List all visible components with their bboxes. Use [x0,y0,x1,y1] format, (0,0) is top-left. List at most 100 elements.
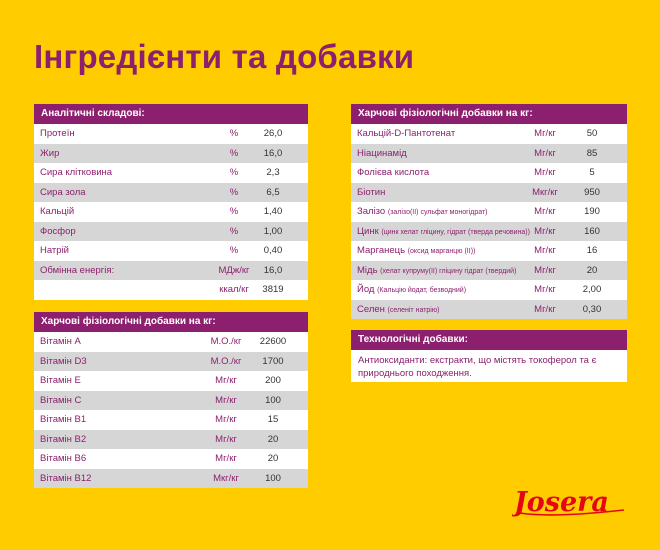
row-value: 85 [586,147,598,159]
table-row: Кальцій% 1,40 [34,202,308,222]
technological-text: Антиоксиданти: екстракти, що містять ток… [358,355,597,379]
table-row: Фолієва кислота Мг/кг 5 [351,163,627,183]
row-name: Марганець (оксид марганцю (II)) [357,241,475,262]
row-name-text: Залізо [357,206,386,217]
row-name: Цинк (цинк хелат гліцину, гідрат (тверда… [357,222,530,243]
row-name: Мідь (хелат купруму(II) гліцину гідрат (… [357,261,516,282]
row-name-text: Вітамін B1 [40,414,87,425]
row-value: 20 [267,433,279,445]
row-value: 1700 [262,355,284,367]
table-row: Ніацинамід Мг/кг 85 [351,143,627,164]
table-row: Вітамін E Мг/кг 200 [34,371,308,391]
josera-logo-graphic: Josera [509,487,625,518]
row-value: 50 [586,128,598,139]
row-unit: % [229,147,239,159]
row-value: 2,00 [582,284,602,295]
row-name-text: Біотин [357,186,386,198]
row-name-text: Вітамін C [40,394,82,406]
table-row: Мідь (хелат купруму(II) гліцину гідрат (… [351,260,627,282]
row-name: Фолієва кислота [357,163,429,183]
table-row: Біотин Мкг/кг 950 [351,182,627,203]
row-name-text: Мідь [357,264,378,276]
row-name-text: Фолієва кислота [357,167,430,178]
row-name-text: Натрій [40,245,69,256]
table-row: Вітамін D3 М.О./кг 1700 [34,351,308,371]
table-row: Обмінна енергія: МДж/кг 16,0 [34,260,308,281]
row-value: 16 [586,245,598,256]
row-name-text: Цинк [357,225,379,237]
row-name: Протеїн [40,124,75,144]
analytical-panel: Аналітичні складові: Протеїн% 26,0 Жир% 16,… [34,104,308,300]
row-name: Обмінна енергія: [40,261,114,281]
table-row: Натрій% 0,40 [34,241,308,261]
row-value: 16,0 [263,264,283,276]
table-row: Вітамін B12 Мкг/кг 100 [34,468,308,488]
row-unit: Мг/кг [534,284,556,295]
row-name: Біотин [357,183,385,203]
row-unit: Мг/кг [215,375,237,386]
row-unit: МДж/кг [218,264,250,276]
row-name-text: Вітамін D3 [40,355,87,367]
table-row: Вітамін B2 Мг/кг 20 [34,429,308,450]
row-unit: М.О./кг [210,336,242,347]
table-row: ккал/кг 3819 [34,280,308,300]
row-name: Вітамін B6 [40,449,86,469]
row-name-text: Вітамін B6 [40,453,87,464]
row-unit: Мг/кг [534,128,556,139]
row-value: 950 [584,186,600,198]
table-row: Йод (Кальцію йодат, безводний) Мг/кг 2,00 [351,280,627,300]
row-name-text: Ніацинамід [357,147,407,159]
vitamins-header: Харчові фізіологічні добавки на кг: [34,312,308,332]
vitamins-rows: Вітамін A М.О./кг 22600 Вітамін D3 М.О./кг 17… [34,332,308,488]
row-unit: % [229,167,239,178]
row-value: 160 [584,225,600,237]
row-unit: % [229,186,239,198]
table-row: Вітамін A М.О./кг 22600 [34,332,308,352]
row-name: Вітамін C [40,391,81,411]
row-unit: Мг/кг [534,264,556,276]
row-name-text: Йод [357,284,375,295]
row-unit: Мг/кг [215,433,237,445]
table-row: Марганець (оксид марганцю (II)) Мг/кг 16 [351,241,627,261]
row-note: (Кальцію йодат, безводний) [377,287,467,294]
table-row: Вітамін B1 Мг/кг 15 [34,410,308,430]
row-name: Фосфор [40,222,76,242]
row-value: 200 [265,375,281,386]
row-name-text: Марганець [357,245,406,256]
row-unit: Мг/кг [215,394,237,406]
row-value: 15 [267,414,279,425]
row-value: 1,00 [263,225,283,237]
row-name-text: Вітамін B12 [40,472,92,484]
table-row: Сира клітковина% 2,3 [34,163,308,183]
table-row: Фосфор% 1,00 [34,221,308,242]
table-row: Протеїн% 26,0 [34,124,308,144]
row-value: 190 [584,206,600,217]
row-name-text: Сира клітковина [40,167,113,178]
technological-panel: Технологічні добавки: Антиоксиданти: екс… [351,330,627,382]
vitamins-panel: Харчові фізіологічні добавки на кг: Віта… [34,312,308,488]
row-unit: ккал/кг [219,284,249,295]
row-note: (хелат купруму(II) гліцину гідрат (тверд… [380,267,517,275]
page-title: Інгредієнти та добавки [34,38,415,75]
table-row: Жир% 16,0 [34,143,308,163]
row-value: 3819 [262,284,284,295]
row-name-text: Кальцій [40,206,75,217]
row-value: 16,0 [263,147,283,159]
row-name-text: Вітамін A [40,336,81,347]
row-name: Ніацинамід [357,144,407,164]
table-row: Селен (селеніт натрію) Мг/кг 0,30 [351,299,627,321]
row-unit: Мг/кг [534,147,556,159]
row-name: Сира зола [40,183,86,203]
row-name-text: Вітамін E [40,375,81,386]
row-unit: Мг/кг [215,453,237,464]
row-value: 1,40 [263,206,283,217]
row-name: Натрій [40,241,69,261]
row-name-text: Кальцій-D-Пантотенат [357,128,456,139]
row-name: Селен (селеніт натрію) [357,300,439,321]
row-unit: % [229,128,239,139]
row-value: 100 [265,394,281,406]
row-name: Вітамін B2 [40,430,86,450]
row-note: (селеніт натрію) [387,306,440,314]
row-unit: Мг/кг [534,303,556,315]
row-name: Вітамін A [40,332,81,352]
